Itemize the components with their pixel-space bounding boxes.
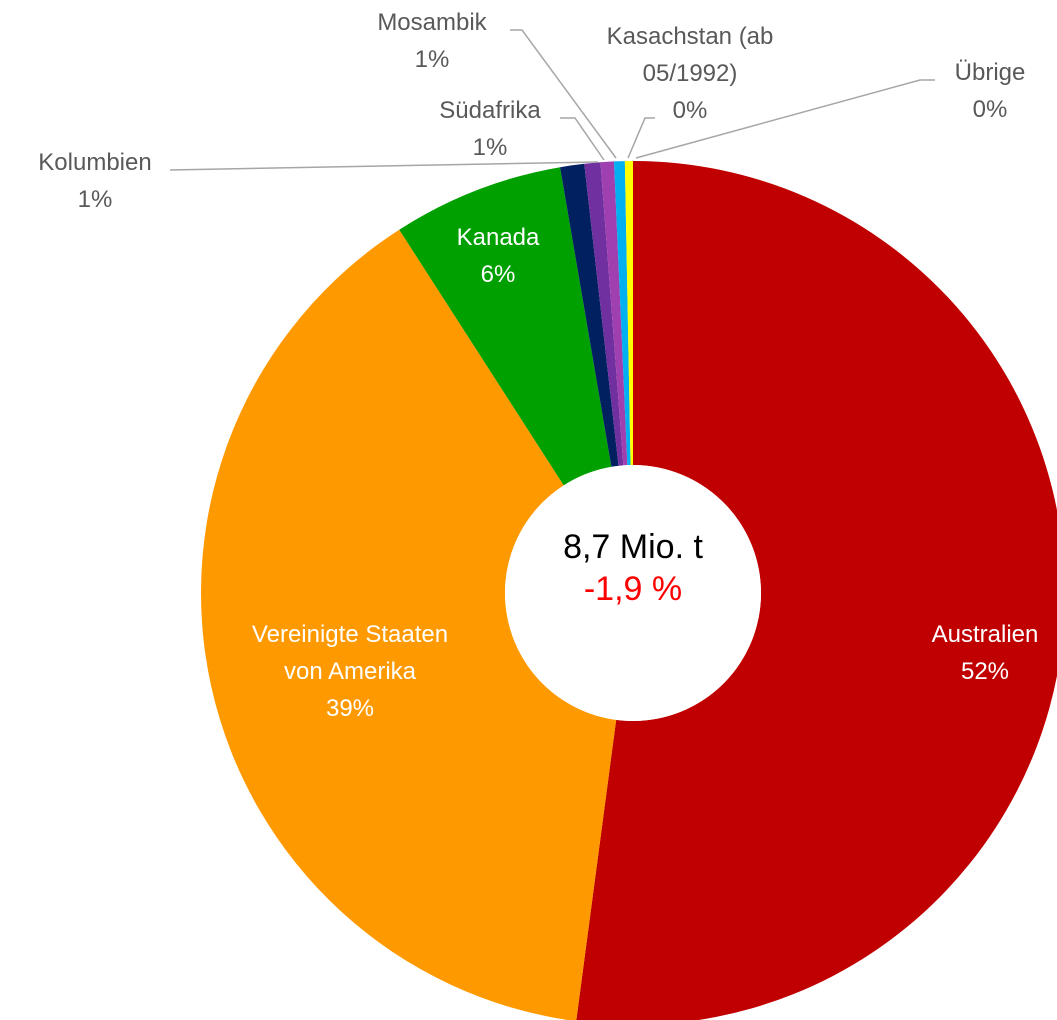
value-label: 52% (960, 658, 1010, 685)
slice-label: Kolumbien 1% (15, 144, 175, 218)
center-label: 8,7 Mio. t (563, 528, 703, 566)
slice-label: Kasachstan (ab 05/1992) 0% (590, 18, 790, 129)
slice-label: Übrige 0% (930, 54, 1050, 128)
slice (201, 229, 617, 1020)
slice (399, 167, 612, 486)
slice (614, 161, 631, 466)
value-label: 39% (325, 695, 375, 722)
slice-label: Australien 52% (905, 616, 1057, 690)
center-change: -1,9 % (583, 570, 683, 608)
slice (600, 161, 628, 466)
leader-line (627, 117, 655, 159)
category-name: Übrige (954, 59, 1026, 86)
category-name: Kanada (456, 224, 540, 251)
slice (576, 161, 1057, 1020)
slice-label: Südafrika 1% (415, 92, 565, 166)
value-label: 1% (414, 46, 450, 73)
category-name: Südafrika (439, 97, 541, 124)
center-text: 8,7 Mio. t -1,9 % (503, 526, 763, 610)
category-name: Kolumbien (38, 149, 152, 176)
leader-line (510, 29, 617, 159)
value-label: 0% (972, 96, 1008, 123)
slice-label: Mosambik 1% (357, 4, 507, 78)
category-name: Australien (931, 621, 1039, 648)
category-name: Kasachstan (ab 05/1992) (606, 23, 774, 87)
leader-line (560, 117, 605, 161)
leader-line (169, 161, 599, 171)
value-label: 1% (77, 186, 113, 213)
value-label: 6% (480, 261, 516, 288)
slice-label: Kanada 6% (438, 219, 558, 293)
category-name: Mosambik (377, 9, 487, 36)
value-label: 1% (472, 134, 508, 161)
slice-label: Vereinigte Staaten von Amerika 39% (230, 616, 470, 727)
category-name: Vereinigte Staaten von Amerika (251, 621, 449, 685)
center-hole (505, 465, 761, 721)
slice (624, 161, 633, 466)
leader-line (635, 79, 935, 159)
value-label: 0% (672, 97, 708, 124)
slice (560, 163, 619, 467)
slice (584, 162, 624, 466)
